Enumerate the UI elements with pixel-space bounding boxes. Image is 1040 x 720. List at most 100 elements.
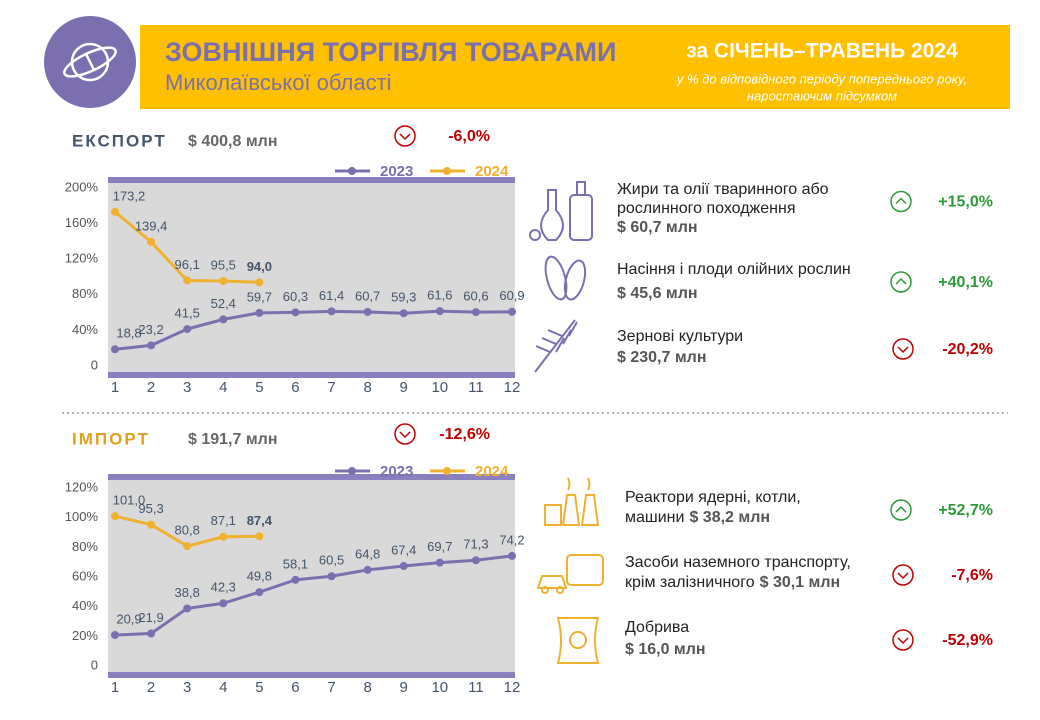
legend-label: 2023 [380,463,413,480]
point [147,237,156,246]
item-amount: $ 30,1 млн [760,574,841,591]
point [147,520,156,529]
change-icon [394,125,416,147]
x-tick-label: 1 [111,379,119,396]
x-tick-label: 7 [327,679,335,696]
title: ЗОВНІШНЯ ТОРГІВЛЯ ТОВАРАМИ [165,37,616,67]
change-icon [890,499,912,521]
data-label: 173,2 [113,188,146,203]
change-value: -12,6% [439,426,490,443]
x-tick-label: 5 [255,379,263,396]
change-icon [892,564,914,586]
point [435,558,444,567]
x-tick-label: 11 [468,379,484,396]
data-label: 95,3 [138,501,163,516]
x-tick-label: 3 [183,679,191,696]
data-label: 74,2 [499,532,524,547]
x-tick-label: 1 [111,679,119,696]
x-tick-label: 10 [431,379,448,396]
item-amount: $ 16,0 млн [625,641,706,658]
note: наростаючим підсумком [747,88,897,103]
point [183,276,192,285]
header-banner [140,25,1010,109]
point [399,309,408,318]
data-label: 23,2 [138,322,163,337]
item-name: Насіння і плоди олійних рослин [617,261,851,278]
data-label: 101,0 [113,493,146,508]
y-tick-label: 0 [91,357,98,372]
item-name: Реактори ядерні, котли, [625,489,801,506]
change-value: -6,0% [448,128,490,145]
data-label: 61,4 [319,288,344,303]
plot-area [108,480,515,672]
x-tick-label: 5 [255,679,263,696]
data-label: 58,1 [283,556,308,571]
point [435,307,444,316]
data-label: 38,8 [175,585,200,600]
x-tick-label: 6 [291,679,299,696]
data-label: 96,1 [175,257,200,272]
point [255,308,264,317]
change-value: +40,1% [938,274,993,291]
logo-icon [63,42,117,82]
icon-transport [536,554,604,594]
legend-marker [348,167,356,175]
point [291,575,300,584]
change-value: -52,9% [942,632,993,649]
plot-area [108,183,515,372]
data-label: 60,6 [463,289,488,304]
change-icon [890,190,912,213]
item-name: Жири та олії тваринного або [617,181,829,198]
note: у % до відповідного періоду попереднього… [676,71,967,86]
data-label: 60,7 [355,288,380,303]
y-tick-label: 80% [72,539,98,554]
data-label: 18,8 [116,326,141,341]
icon-seeds [544,255,587,301]
point [471,556,480,565]
x-tick-label: 11 [468,679,484,696]
item-name: Добрива [625,619,689,636]
legend-label: 2024 [475,163,509,180]
item-amount: $ 60,7 млн [617,219,698,236]
point [291,308,300,317]
y-tick-label: 200% [65,179,99,194]
point [255,532,264,541]
change-value: +15,0% [938,194,993,211]
point [363,565,372,574]
x-tick-label: 2 [147,679,155,696]
data-label: 49,8 [247,569,272,584]
data-label: 60,3 [283,289,308,304]
x-tick-label: 9 [400,679,408,696]
plot-band [108,372,515,378]
y-tick-label: 160% [65,215,99,230]
data-label: 61,6 [427,288,452,303]
x-tick-label: 12 [504,679,521,696]
legend-marker [443,167,451,175]
y-tick-label: 0 [91,657,98,672]
x-tick-label: 9 [400,379,408,396]
y-tick-label: 60% [72,568,98,583]
point [111,345,119,354]
change-icon [892,338,914,360]
legend-marker [348,467,356,475]
x-tick-label: 8 [363,679,371,696]
change-icon [892,629,914,651]
subtitle: Миколаївської області [165,70,392,95]
data-label: 80,8 [175,523,200,538]
change-value: -20,2% [942,341,993,358]
section-label: ЕКСПОРТ [72,131,167,150]
y-tick-label: 100% [65,509,99,524]
x-tick-label: 12 [504,379,521,396]
data-label: 67,4 [391,542,416,557]
data-label: 139,4 [135,218,168,233]
item-name: рослинного походження [617,200,796,217]
point [471,308,480,317]
data-label: 87,4 [247,513,273,528]
data-label: 95,5 [211,257,236,272]
change-value: +52,7% [938,502,993,519]
data-label: 20,9 [116,611,141,626]
x-tick-label: 3 [183,379,191,396]
icon-reactor [544,477,600,526]
point [111,207,119,216]
y-tick-label: 120% [65,251,99,266]
